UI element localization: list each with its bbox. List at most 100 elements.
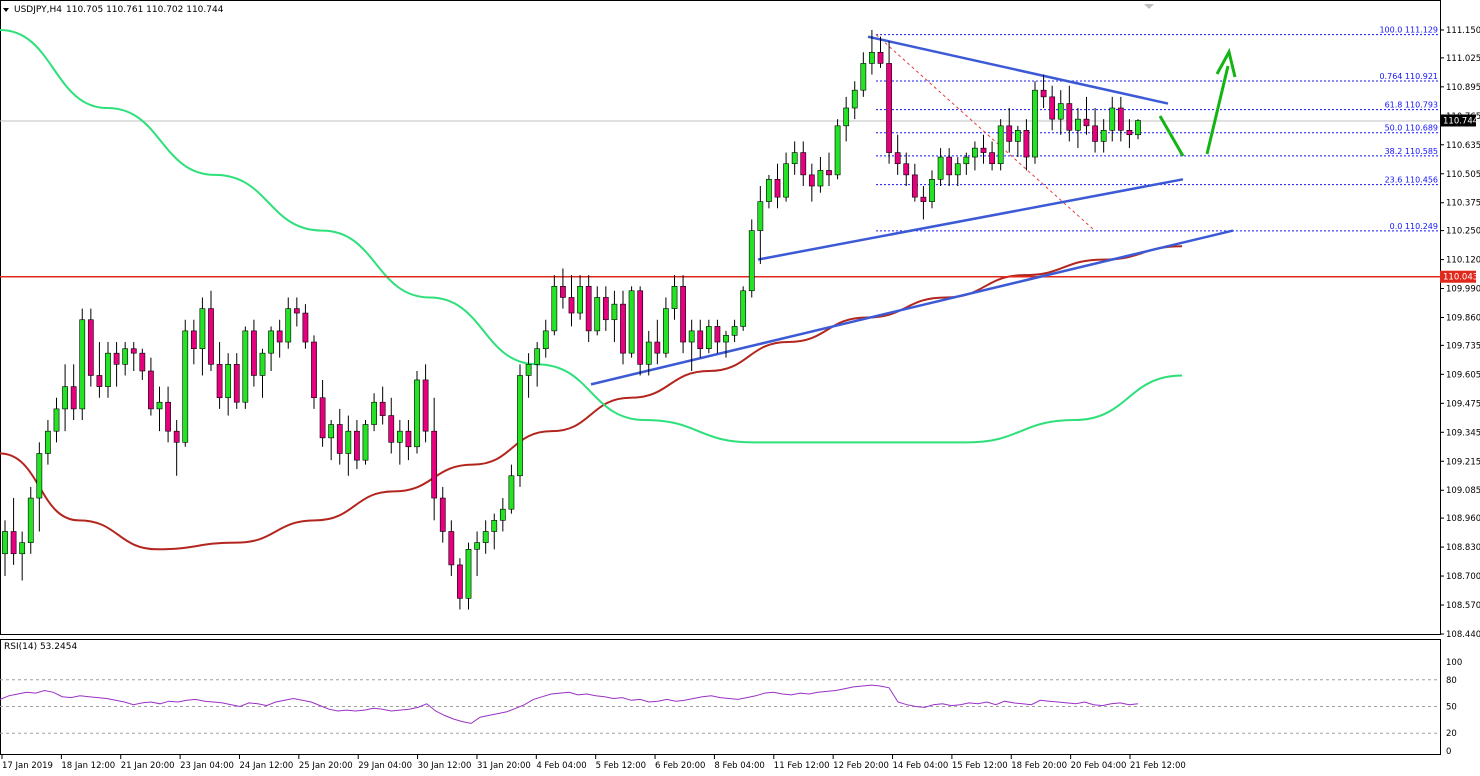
price-axis: 111.150111.025110.895110.765110.635110.5…: [1440, 26, 1480, 640]
dropdown-triangle-icon[interactable]: [3, 8, 9, 12]
candle: [1109, 96, 1116, 142]
candle: [396, 420, 403, 465]
bearish-candle-body: [585, 286, 592, 332]
candle: [705, 319, 712, 354]
bullish-candle-body: [465, 549, 472, 599]
bearish-candle-body: [276, 330, 283, 343]
price-tick-label: 110.635: [1446, 141, 1480, 151]
candle: [388, 397, 395, 454]
time-tick-label: 6 Feb 20:00: [655, 761, 705, 771]
bearish-candle-body: [637, 290, 644, 365]
candle: [594, 286, 601, 336]
candle: [972, 141, 978, 171]
candle: [534, 342, 541, 387]
candle: [70, 364, 77, 421]
time-tick-label: 25 Jan 20:00: [299, 761, 353, 771]
candle: [903, 152, 910, 187]
time-tick-label: 5 Feb 12:00: [596, 761, 646, 771]
candle: [783, 152, 789, 202]
candle: [328, 420, 335, 461]
candle: [422, 364, 429, 443]
candle: [62, 364, 68, 432]
bullish-candle-body: [362, 424, 369, 461]
time-axis: 17 Jan 2019 18 Jan 12:00 21 Jan 20:00 23 Ja…: [1, 755, 1186, 771]
candle: [482, 520, 489, 554]
time-tick-label: 23 Jan 04:00: [180, 761, 234, 771]
bullish-candle-body: [757, 201, 764, 231]
price-tick-label: 109.085: [1446, 486, 1480, 496]
time-tick-label: 29 Jan 04:00: [358, 761, 412, 771]
bullish-candle-body: [748, 230, 755, 292]
bullish-candle-body: [45, 430, 51, 454]
bullish-candle-body: [19, 542, 26, 555]
bearish-candle-body: [319, 397, 326, 439]
candle: [542, 319, 549, 358]
candle: [929, 170, 935, 209]
price-tick-label: 111.150: [1446, 26, 1480, 36]
bullish-candle-body: [937, 156, 944, 180]
bearish-candle-body: [568, 297, 575, 314]
candle: [448, 520, 455, 577]
bullish-candle-body: [79, 319, 86, 410]
bullish-candle-body: [645, 341, 652, 365]
bearish-candle-body: [946, 156, 953, 176]
candle: [122, 342, 129, 376]
bullish-candle-body: [62, 386, 68, 410]
bearish-candle-body: [165, 401, 171, 432]
candle: [1117, 96, 1124, 142]
bullish-candle-body: [491, 520, 498, 532]
support-price-label: 110.043: [1443, 273, 1478, 283]
candle: [1040, 74, 1047, 109]
candle: [946, 148, 953, 187]
bullish-candle-body: [972, 147, 978, 158]
candle: [1066, 85, 1073, 142]
bullish-candle-body: [1075, 118, 1081, 131]
candle: [362, 420, 369, 465]
candle: [53, 397, 60, 443]
candle: [954, 157, 961, 187]
candle: [680, 275, 686, 354]
bearish-candle-body: [354, 430, 360, 461]
bearish-candle-body: [379, 401, 386, 416]
up-arrow-head-icon: [1215, 47, 1237, 78]
candle: [379, 386, 386, 425]
ohlc-values: 110.705 110.761 110.702 110.744: [66, 5, 224, 15]
price-tick-label: 110.120: [1446, 256, 1480, 266]
candle: [1083, 96, 1090, 135]
bullish-candle-body: [27, 497, 34, 543]
scroll-marker-icon: [1144, 4, 1154, 9]
bullish-candle-body: [1135, 120, 1141, 136]
time-tick-label: 12 Feb 20:00: [833, 761, 889, 771]
time-tick-label: 8 Feb 04:00: [714, 761, 764, 771]
time-tick-label: 14 Feb 04:00: [893, 761, 949, 771]
candle: [577, 275, 583, 320]
candle: [225, 353, 232, 416]
candle: [1092, 108, 1098, 153]
candle: [568, 275, 575, 327]
candlesticks: [2, 30, 1141, 610]
bearish-candle-body: [148, 370, 154, 410]
bullish-candle-body: [259, 352, 266, 376]
rsi-line: [0, 684, 1139, 724]
bearish-candle-body: [1083, 118, 1090, 127]
candle: [989, 141, 995, 171]
candle: [1014, 125, 1021, 158]
candle: [997, 119, 1004, 171]
upper-triangle-line: [867, 35, 1169, 105]
candle: [431, 397, 438, 521]
fib-level-label: 50.0 110.689: [1385, 124, 1438, 133]
candle: [723, 330, 729, 358]
bullish-candle-body: [1109, 107, 1116, 131]
price-tick-label: 110.505: [1446, 170, 1480, 180]
bullish-candle-body: [843, 107, 850, 127]
candle: [165, 386, 171, 443]
bullish-candle-body: [731, 326, 738, 336]
bullish-candle-body: [688, 330, 695, 343]
price-tick-label: 109.860: [1446, 314, 1480, 324]
bearish-candle-body: [139, 352, 146, 372]
bullish-candle-body: [499, 508, 506, 521]
candle: [1023, 119, 1030, 171]
time-tick-label: 24 Jan 12:00: [239, 761, 293, 771]
